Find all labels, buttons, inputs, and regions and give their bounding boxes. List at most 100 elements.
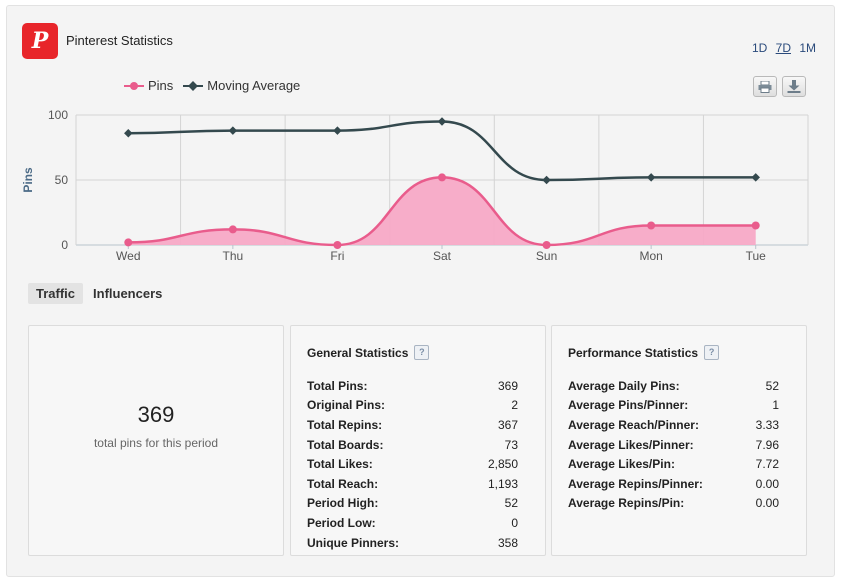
performance-statistics-heading: Performance Statistics ? bbox=[568, 345, 720, 360]
pins-point bbox=[647, 221, 656, 230]
stat-row: Average Repins/Pin: 0.00 bbox=[568, 494, 779, 514]
stat-label: Total Likes: bbox=[307, 457, 373, 472]
summary-box: 369 total pins for this period bbox=[28, 325, 284, 556]
performance-statistics-title: Performance Statistics bbox=[568, 345, 699, 360]
x-tick-label: Sun bbox=[536, 249, 557, 263]
stat-value: 52 bbox=[765, 378, 779, 393]
stat-label: Average Likes/Pin: bbox=[568, 457, 675, 472]
performance-statistics-list: Average Daily Pins: 52 Average Pins/Pinner… bbox=[568, 376, 779, 513]
stat-value: 3.33 bbox=[755, 417, 779, 432]
moving-average-point bbox=[124, 128, 133, 138]
stat-label: Average Reach/Pinner: bbox=[568, 417, 699, 432]
moving-average-point bbox=[228, 126, 238, 135]
range-7d[interactable]: 7D bbox=[775, 41, 791, 55]
download-icon bbox=[787, 80, 801, 93]
tab-bar: Traffic Influencers bbox=[28, 283, 172, 304]
stat-label: Total Pins: bbox=[307, 378, 368, 393]
moving-average-point bbox=[333, 126, 342, 135]
stat-row: Original Pins: 2 bbox=[307, 396, 518, 416]
stat-value: 369 bbox=[497, 378, 518, 393]
print-chart-button[interactable] bbox=[753, 76, 777, 97]
stat-value: 7.72 bbox=[755, 457, 779, 472]
legend-label-moving-average: Moving Average bbox=[207, 78, 301, 93]
performance-statistics-box: Performance Statistics ? Average Daily P… bbox=[551, 325, 807, 556]
stat-label: Average Repins/Pinner: bbox=[568, 476, 703, 491]
total-pins-caption: total pins for this period bbox=[93, 436, 219, 450]
x-tick-label: Fri bbox=[330, 249, 344, 263]
stat-value: 1,193 bbox=[487, 476, 518, 491]
y-tick-label: 50 bbox=[55, 173, 69, 187]
range-1d[interactable]: 1D bbox=[751, 41, 768, 55]
general-statistics-heading: General Statistics ? bbox=[307, 345, 430, 360]
help-icon[interactable]: ? bbox=[414, 345, 430, 360]
stat-label: Total Reach: bbox=[307, 476, 379, 491]
stat-value: 52 bbox=[504, 496, 518, 511]
stat-row: Period High: 52 bbox=[307, 494, 518, 514]
stat-value: 7.96 bbox=[755, 437, 779, 452]
moving-average-legend-marker-icon bbox=[183, 80, 204, 91]
x-tick-label: Wed bbox=[116, 249, 140, 263]
tab-traffic[interactable]: Traffic bbox=[28, 283, 84, 304]
stat-row: Total Reach: 1,193 bbox=[307, 474, 518, 494]
stat-value: 2,850 bbox=[487, 457, 518, 472]
help-icon[interactable]: ? bbox=[704, 345, 720, 360]
pins-chart: 0 50 100 Wed Thu Fri Sat Sun Mon Tue Pins bbox=[21, 108, 809, 263]
printer-icon bbox=[758, 80, 772, 93]
stat-label: Total Repins: bbox=[307, 417, 383, 432]
stat-row: Total Likes: 2,850 bbox=[307, 454, 518, 474]
pins-area bbox=[128, 177, 756, 245]
pinterest-logo-icon: P bbox=[22, 23, 58, 59]
stat-value: 0.00 bbox=[755, 496, 779, 511]
stat-label: Average Likes/Pinner: bbox=[568, 437, 694, 452]
pins-point bbox=[542, 241, 551, 249]
x-tick-label: Mon bbox=[639, 249, 662, 263]
general-statistics-list: Total Pins: 369 Original Pins: 2 Total Repin… bbox=[307, 376, 518, 552]
pins-point bbox=[124, 238, 133, 247]
moving-average-point bbox=[437, 117, 447, 126]
stat-label: Original Pins: bbox=[307, 398, 386, 413]
stat-label: Period High: bbox=[307, 496, 379, 511]
y-axis-title: Pins bbox=[21, 167, 35, 193]
pins-point bbox=[438, 173, 446, 182]
stat-label: Total Boards: bbox=[307, 437, 384, 452]
stat-row: Total Boards: 73 bbox=[307, 435, 518, 455]
stat-label: Unique Pinners: bbox=[307, 535, 400, 550]
page-title: Pinterest Statistics bbox=[66, 33, 173, 48]
stat-value: 0 bbox=[511, 515, 518, 530]
stat-row: Average Reach/Pinner: 3.33 bbox=[568, 415, 779, 435]
stat-row: Average Repins/Pinner: 0.00 bbox=[568, 474, 779, 494]
legend-item-pins[interactable]: Pins bbox=[124, 78, 173, 93]
stat-label: Average Pins/Pinner: bbox=[568, 398, 689, 413]
legend-label-pins: Pins bbox=[148, 78, 174, 93]
moving-average-line bbox=[128, 120, 756, 182]
stat-value: 73 bbox=[504, 437, 518, 452]
pins-legend-marker-icon bbox=[124, 81, 144, 90]
stat-label: Average Daily Pins: bbox=[568, 378, 680, 393]
stat-row: Total Repins: 367 bbox=[307, 415, 518, 435]
legend-item-moving-average[interactable]: Moving Average bbox=[183, 78, 300, 93]
stat-row: Average Likes/Pin: 7.72 bbox=[568, 454, 779, 474]
stat-value: 367 bbox=[497, 417, 518, 432]
pins-point bbox=[228, 225, 237, 234]
pins-point bbox=[751, 221, 760, 230]
stat-row: Total Pins: 369 bbox=[307, 376, 518, 396]
pins-point bbox=[333, 241, 342, 249]
stat-value: 0.00 bbox=[755, 476, 779, 491]
general-statistics-box: General Statistics ? Total Pins: 369 Origi… bbox=[290, 325, 546, 556]
y-tick-label: 0 bbox=[61, 238, 68, 252]
x-tick-label: Sat bbox=[433, 249, 452, 263]
total-pins-value: 369 bbox=[137, 402, 175, 427]
stat-value: 1 bbox=[772, 398, 779, 413]
x-tick-label: Tue bbox=[746, 249, 767, 263]
download-chart-button[interactable] bbox=[782, 76, 806, 97]
stat-value: 358 bbox=[497, 535, 518, 550]
logo-letter: P bbox=[31, 28, 49, 54]
general-statistics-title: General Statistics bbox=[307, 345, 409, 360]
moving-average-point bbox=[542, 175, 551, 185]
stat-row: Average Likes/Pinner: 7.96 bbox=[568, 435, 779, 455]
stat-row: Average Daily Pins: 52 bbox=[568, 376, 779, 396]
tab-influencers[interactable]: Influencers bbox=[93, 286, 163, 301]
range-1m[interactable]: 1M bbox=[799, 41, 816, 55]
range-selector: 1D 7D 1M bbox=[747, 41, 816, 55]
chart-legend: Pins Moving Average bbox=[124, 78, 310, 93]
